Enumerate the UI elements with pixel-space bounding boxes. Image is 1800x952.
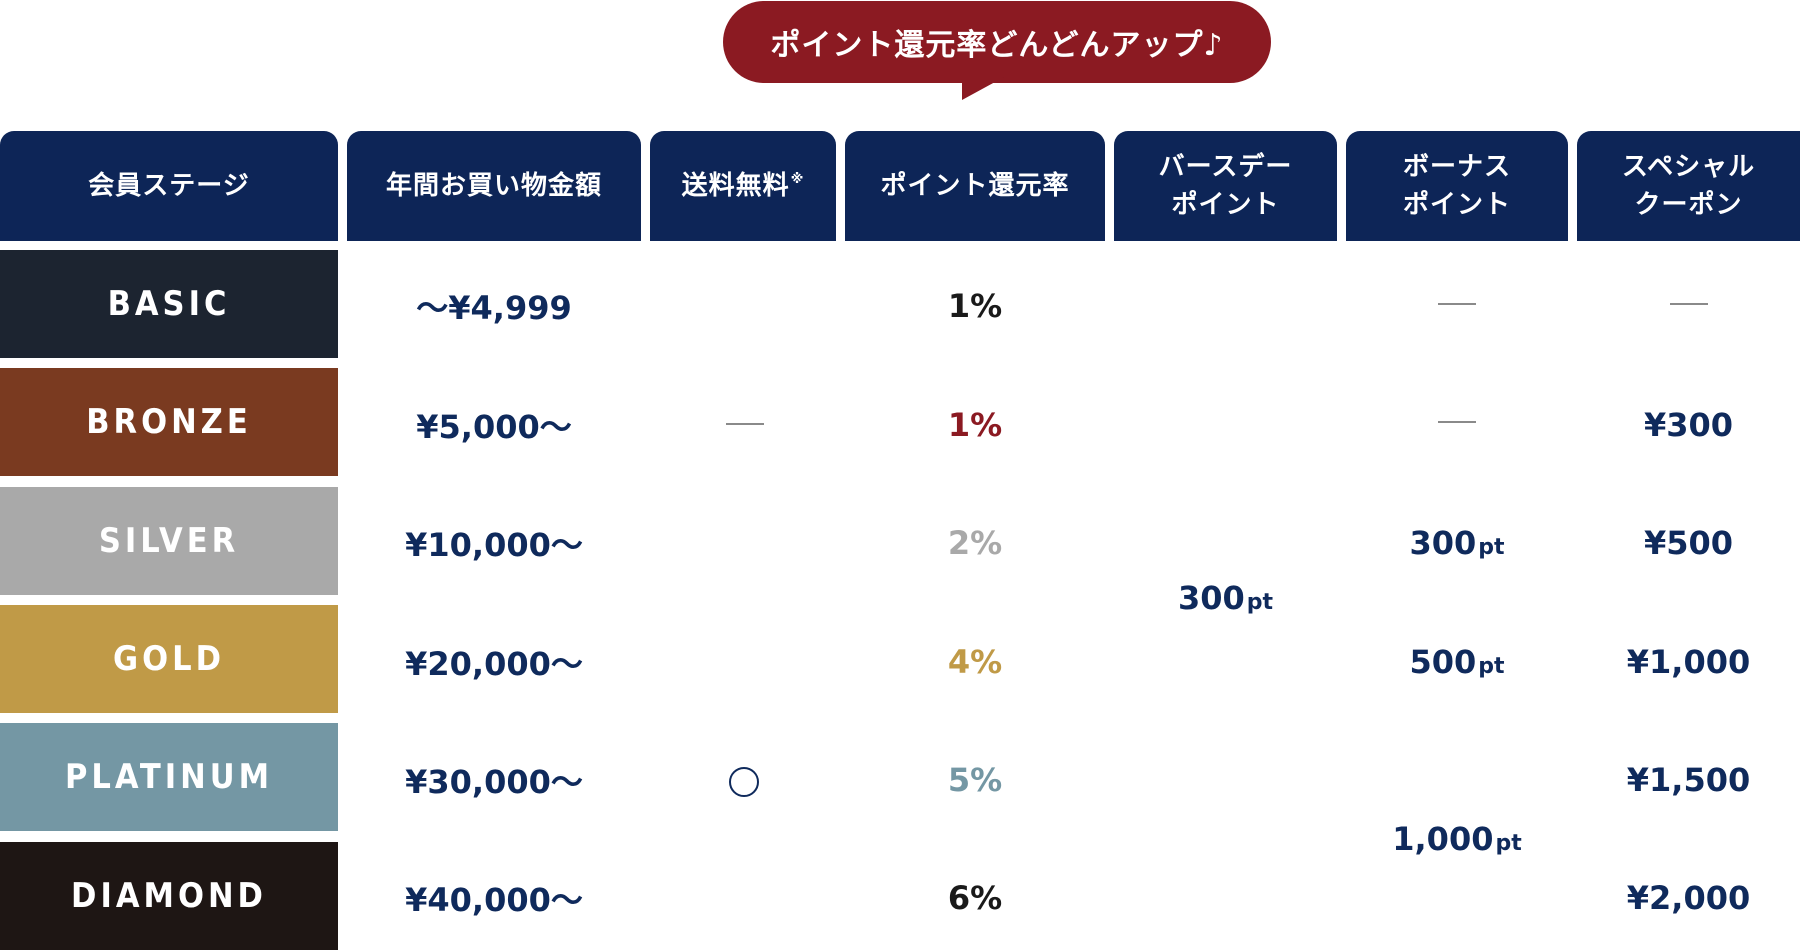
- header-bonus-line1: ボーナス: [1402, 152, 1511, 182]
- coupon-bronze: ¥300: [1643, 406, 1734, 444]
- header-birthday: バースデー ポイント: [1114, 131, 1337, 241]
- coupon-gold: ¥1,000: [1626, 643, 1751, 681]
- header-stage-label: 会員ステージ: [88, 171, 250, 201]
- birthday-points: 300 pt: [1114, 562, 1337, 634]
- stage-diamond: DIAMOND: [0, 842, 338, 950]
- bonus-platinum-diamond: 1,000 pt: [1346, 803, 1568, 875]
- header-amount: 年間お買い物金額: [347, 131, 641, 241]
- amount-diamond: ¥40,000～: [405, 881, 583, 919]
- stage-gold-label: GOLD: [113, 639, 225, 679]
- rate-platinum: 5%: [947, 761, 1003, 799]
- shipping-none-dash: [726, 423, 764, 425]
- promo-bubble-text: ポイント還元率どんどんアップ♪: [770, 28, 1224, 63]
- rate-bronze: 1%: [947, 406, 1003, 444]
- header-coupon-line2: クーポン: [1634, 190, 1743, 220]
- stage-silver-label: SILVER: [98, 521, 240, 561]
- header-coupon-line1: スペシャル: [1621, 152, 1756, 182]
- bubble-tail: [962, 76, 1006, 100]
- header-shipping-note: ※: [790, 172, 805, 187]
- header-coupon-label: スペシャル クーポン: [1622, 148, 1755, 224]
- stage-gold: GOLD: [0, 605, 338, 713]
- header-rate-label: ポイント還元率: [880, 171, 1070, 201]
- bonus-silver-unit: pt: [1478, 534, 1505, 560]
- coupon-platinum: ¥1,500: [1626, 761, 1751, 799]
- bonus-silver-value: 300: [1409, 524, 1477, 562]
- promo-bubble: ポイント還元率どんどんアップ♪: [723, 1, 1271, 83]
- header-bonus-line2: ポイント: [1402, 190, 1511, 220]
- stage-platinum: PLATINUM: [0, 723, 338, 831]
- amount-platinum: ¥30,000～: [405, 763, 583, 801]
- bonus-bronze-dash: [1438, 421, 1476, 423]
- stage-silver: SILVER: [0, 487, 338, 595]
- bonus-platinum-unit: pt: [1495, 830, 1522, 856]
- header-coupon: スペシャル クーポン: [1577, 131, 1800, 241]
- header-shipping: 送料無料※: [650, 131, 836, 241]
- amount-gold: ¥20,000～: [405, 645, 583, 683]
- header-bonus-label: ボーナス ポイント: [1403, 148, 1511, 224]
- birthday-points-value: 300: [1177, 579, 1245, 617]
- bonus-gold: 500 pt: [1346, 626, 1568, 698]
- header-shipping-label: 送料無料※: [682, 167, 805, 205]
- header-birthday-label: バースデー ポイント: [1159, 148, 1293, 224]
- rate-basic: 1%: [947, 287, 1003, 325]
- coupon-diamond: ¥2,000: [1626, 879, 1751, 917]
- shipping-free-circle-icon: [729, 767, 759, 797]
- bonus-silver: 300 pt: [1346, 507, 1568, 579]
- birthday-points-unit: pt: [1246, 589, 1274, 615]
- header-birthday-line2: ポイント: [1171, 190, 1280, 220]
- header-amount-label: 年間お買い物金額: [385, 171, 602, 201]
- amount-bronze: ¥5,000～: [416, 408, 572, 446]
- header-birthday-line1: バースデー: [1158, 152, 1293, 182]
- header-shipping-text: 送料無料: [681, 171, 790, 201]
- amount-silver: ¥10,000～: [405, 526, 583, 564]
- bonus-gold-unit: pt: [1478, 653, 1505, 679]
- stage-basic: BASIC: [0, 250, 338, 358]
- rate-diamond: 6%: [947, 879, 1003, 917]
- stage-bronze-label: BRONZE: [86, 402, 252, 442]
- bonus-platinum-value: 1,000: [1392, 820, 1494, 858]
- amount-basic: ～¥4,999: [416, 289, 572, 327]
- stage-basic-label: BASIC: [107, 284, 231, 324]
- bonus-gold-value: 500: [1409, 643, 1477, 681]
- header-rate: ポイント還元率: [845, 131, 1105, 241]
- header-stage: 会員ステージ: [0, 131, 338, 241]
- stage-platinum-label: PLATINUM: [64, 757, 274, 797]
- coupon-silver: ¥500: [1643, 524, 1734, 562]
- stage-diamond-label: DIAMOND: [71, 876, 267, 916]
- header-bonus: ボーナス ポイント: [1346, 131, 1568, 241]
- stage-bronze: BRONZE: [0, 368, 338, 476]
- bonus-basic-dash: [1438, 303, 1476, 305]
- rate-silver: 2%: [947, 524, 1003, 562]
- rate-gold: 4%: [947, 643, 1003, 681]
- coupon-basic-dash: [1670, 303, 1708, 305]
